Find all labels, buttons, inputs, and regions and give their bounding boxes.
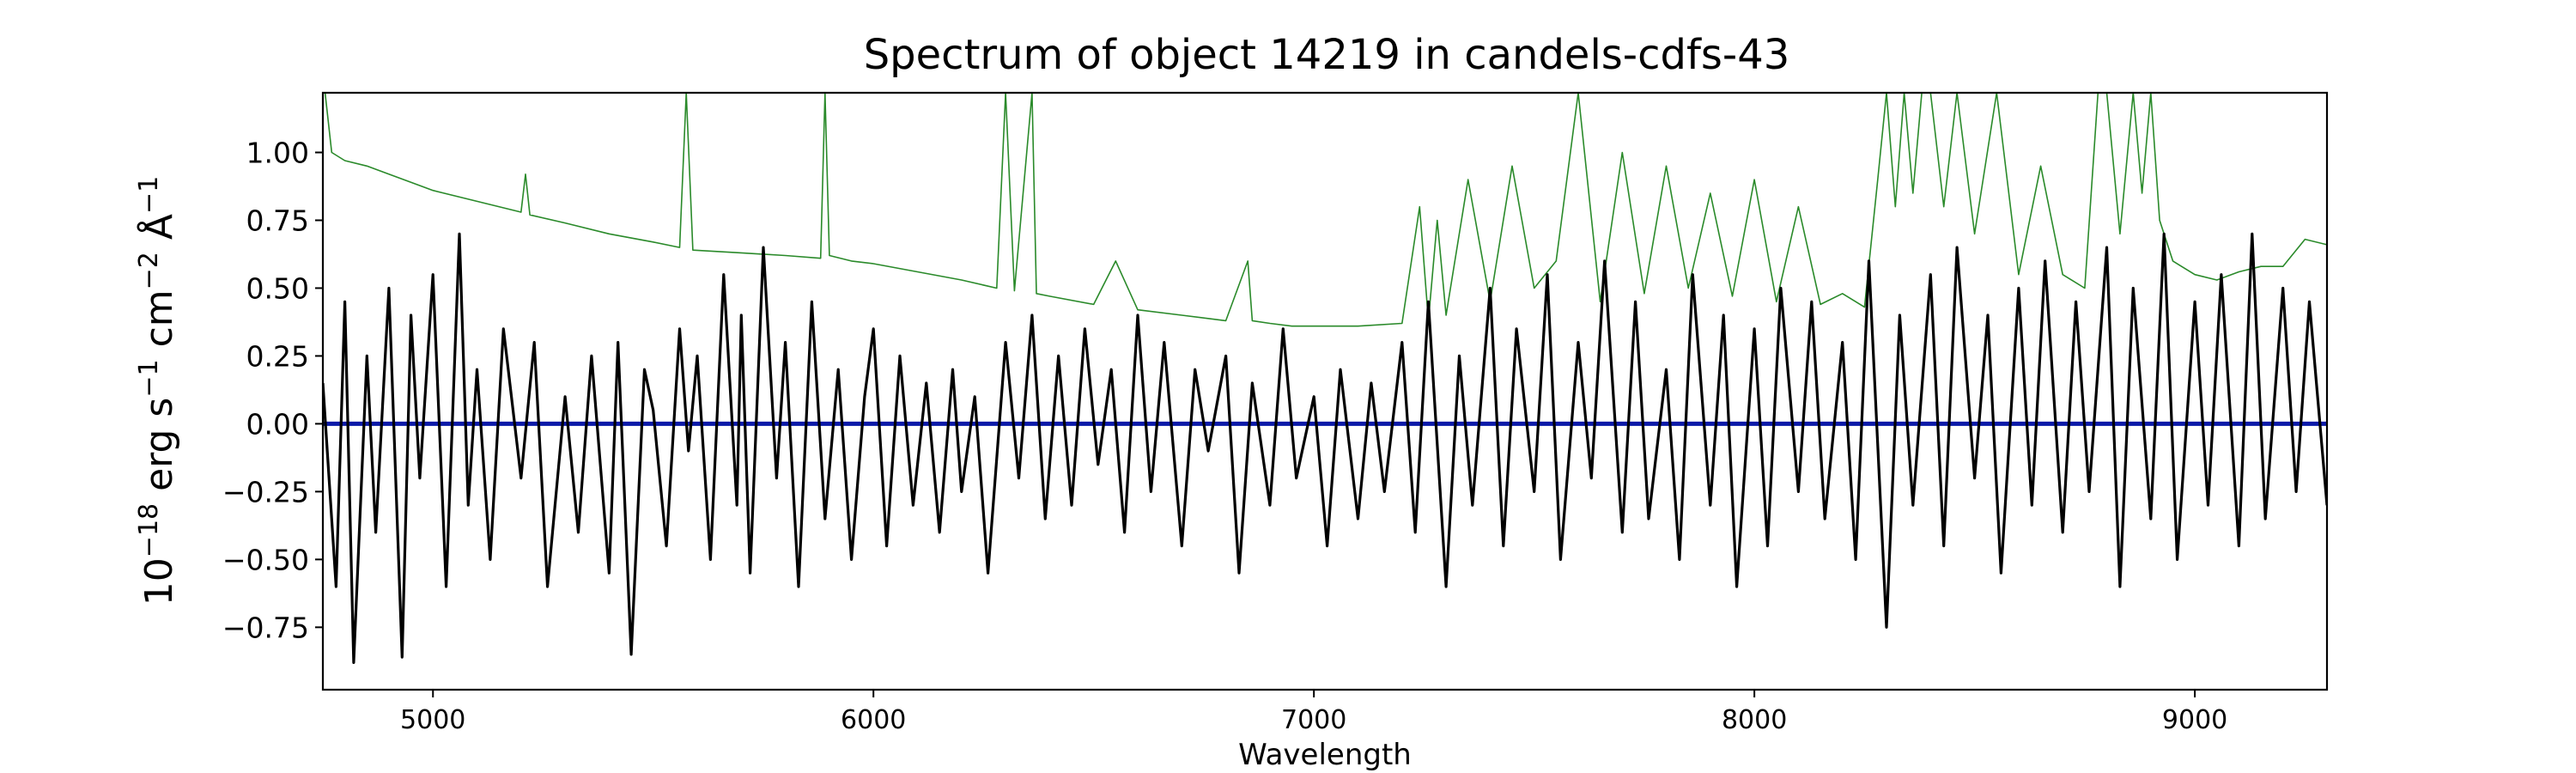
y-axis-label-unit3: Å — [136, 214, 181, 252]
y-tick-label: 0.00 — [246, 407, 309, 441]
y-tick-label: 1.00 — [246, 137, 309, 170]
series-line-flux — [323, 232, 2327, 664]
series-line-sky-noise — [324, 93, 2327, 327]
y-axis-label-unit2: cm — [137, 289, 181, 359]
y-tick-label: 0.75 — [246, 204, 309, 237]
x-tick-label: 5000 — [400, 705, 465, 735]
series-layer — [323, 93, 2327, 664]
x-axis-label: Wavelength — [1238, 738, 1412, 772]
y-axis-label-unit2-exp: −2 — [134, 252, 164, 289]
x-tick-label: 9000 — [2162, 705, 2227, 735]
x-tick-label: 7000 — [1281, 705, 1346, 735]
y-axis-label-base: 10 — [137, 557, 181, 606]
y-tick-label: 0.50 — [246, 271, 309, 305]
y-axis-label-exp: −18 — [134, 503, 164, 557]
plot-frame — [321, 91, 2329, 691]
y-axis-label-unit3-exp: −1 — [134, 176, 164, 214]
x-tick-label: 6000 — [841, 705, 906, 735]
y-axis: −0.75 −0.50 −0.25 0.00 0.25 0.50 0.75 1.00 — [222, 137, 323, 644]
chart-title: Spectrum of object 14219 in candels-cdfs… — [864, 31, 1790, 79]
y-tick-label: 0.25 — [246, 339, 309, 373]
y-axis-label: 10−18 erg s−1 cm−2 Å−1 — [134, 176, 182, 606]
y-tick-label: −0.50 — [222, 543, 309, 576]
x-tick-label: 8000 — [1722, 705, 1787, 735]
y-axis-label-unit1-exp: −1 — [134, 359, 164, 397]
x-axis: 5000 6000 7000 8000 9000 — [400, 690, 2227, 735]
y-tick-label: −0.75 — [222, 611, 309, 644]
y-axis-label-unit1: erg s — [137, 398, 181, 503]
y-tick-label: −0.25 — [222, 475, 309, 508]
